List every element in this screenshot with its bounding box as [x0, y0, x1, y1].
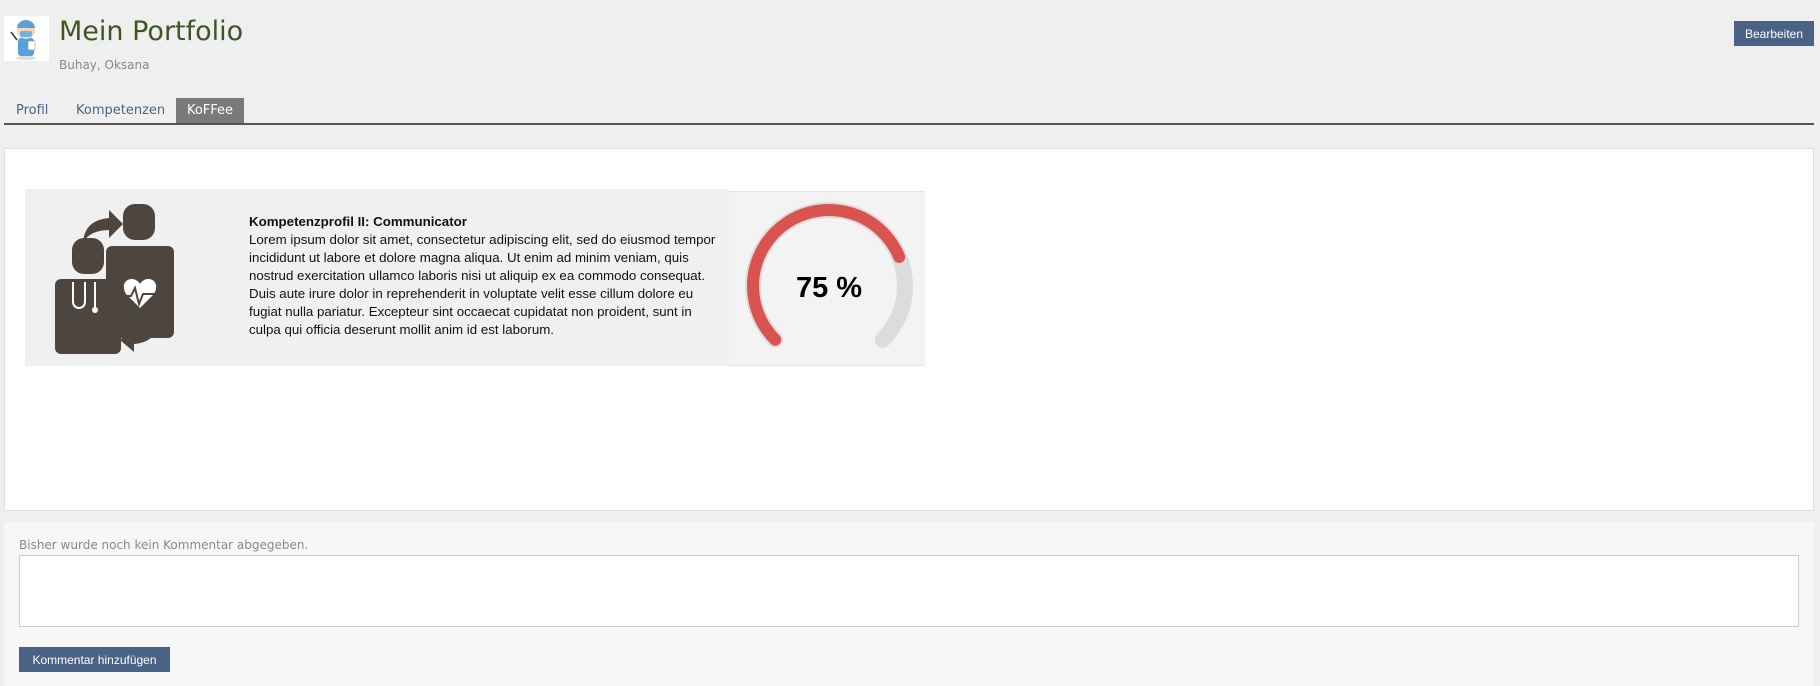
gauge-label: 75 % [796, 272, 862, 304]
tab-kompetenzen[interactable]: Kompetenzen [76, 103, 166, 118]
doctor-patient-exchange-icon [55, 204, 174, 354]
avatar [4, 16, 49, 61]
gauge-fill [747, 204, 906, 346]
progress-gauge: 75 % [729, 191, 925, 366]
competency-card [25, 189, 729, 366]
page-title: Mein Portfolio [59, 16, 244, 47]
card-title: Kompetenzprofil II: Communicator [249, 214, 467, 229]
tab-profil[interactable]: Profil [16, 103, 49, 118]
comment-input[interactable] [19, 555, 1799, 627]
owner-name: Buhay, Oksana [59, 58, 150, 72]
tab-koffee[interactable]: KoFFee [176, 98, 244, 124]
doctor-avatar-icon [10, 20, 36, 60]
no-comment-message: Bisher wurde noch kein Kommentar abgegeb… [19, 538, 309, 552]
tab-divider [4, 123, 1814, 125]
card-description: Lorem ipsum dolor sit amet, consectetur … [249, 232, 716, 337]
edit-button[interactable]: Bearbeiten [1734, 21, 1814, 46]
add-comment-button[interactable]: Kommentar hinzufügen [19, 647, 170, 672]
